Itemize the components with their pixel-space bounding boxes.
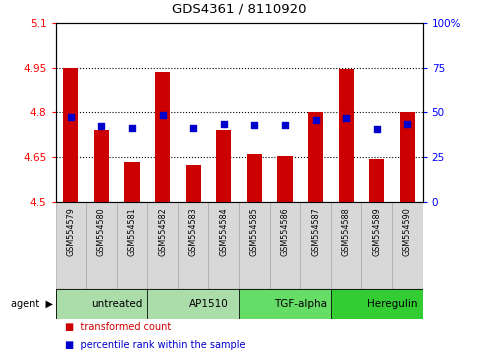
Bar [270, 202, 300, 289]
Bar [239, 289, 331, 319]
Text: GSM554587: GSM554587 [311, 207, 320, 256]
Bar [331, 289, 423, 319]
Point [251, 122, 258, 128]
Bar [277, 156, 293, 202]
Point [403, 121, 411, 126]
Point [67, 114, 75, 120]
Bar [308, 112, 323, 202]
Point [189, 125, 197, 131]
Bar [125, 161, 140, 202]
Bar [216, 130, 231, 202]
Bar [56, 202, 86, 289]
Text: untreated: untreated [91, 298, 142, 309]
Text: GSM554590: GSM554590 [403, 207, 412, 256]
Bar [56, 289, 147, 319]
Text: GDS4361 / 8110920: GDS4361 / 8110920 [172, 3, 306, 16]
Bar [209, 202, 239, 289]
Text: GSM554589: GSM554589 [372, 207, 381, 256]
Bar [155, 72, 170, 202]
Point [373, 126, 381, 132]
Point [98, 123, 105, 129]
Bar [147, 289, 239, 319]
Bar [117, 202, 147, 289]
Bar [392, 202, 423, 289]
Bar [339, 69, 354, 202]
Text: agent  ▶: agent ▶ [11, 298, 53, 309]
Point [281, 122, 289, 128]
Bar [86, 202, 117, 289]
Point [220, 121, 227, 126]
Text: GSM554584: GSM554584 [219, 207, 228, 256]
Text: GSM554586: GSM554586 [281, 207, 289, 256]
Text: ■  percentile rank within the sample: ■ percentile rank within the sample [65, 340, 246, 350]
Text: AP1510: AP1510 [189, 298, 228, 309]
Text: ■  transformed count: ■ transformed count [65, 322, 171, 332]
Point [159, 113, 167, 118]
Text: GSM554583: GSM554583 [189, 207, 198, 256]
Text: TGF-alpha: TGF-alpha [274, 298, 327, 309]
Text: Heregulin: Heregulin [367, 298, 417, 309]
Text: GSM554585: GSM554585 [250, 207, 259, 256]
Point [128, 125, 136, 131]
Point [342, 115, 350, 121]
Bar [331, 202, 361, 289]
Text: GSM554579: GSM554579 [66, 207, 75, 256]
Bar [185, 165, 201, 202]
Bar [178, 202, 209, 289]
Text: GSM554580: GSM554580 [97, 207, 106, 256]
Bar [247, 154, 262, 202]
Bar [361, 202, 392, 289]
Text: GSM554588: GSM554588 [341, 207, 351, 256]
Bar [94, 130, 109, 202]
Bar [147, 202, 178, 289]
Text: GSM554581: GSM554581 [128, 207, 137, 256]
Bar [369, 159, 384, 202]
Bar [400, 112, 415, 202]
Bar [63, 68, 78, 202]
Text: GSM554582: GSM554582 [158, 207, 167, 256]
Point [312, 117, 319, 123]
Bar [300, 202, 331, 289]
Bar [239, 202, 270, 289]
